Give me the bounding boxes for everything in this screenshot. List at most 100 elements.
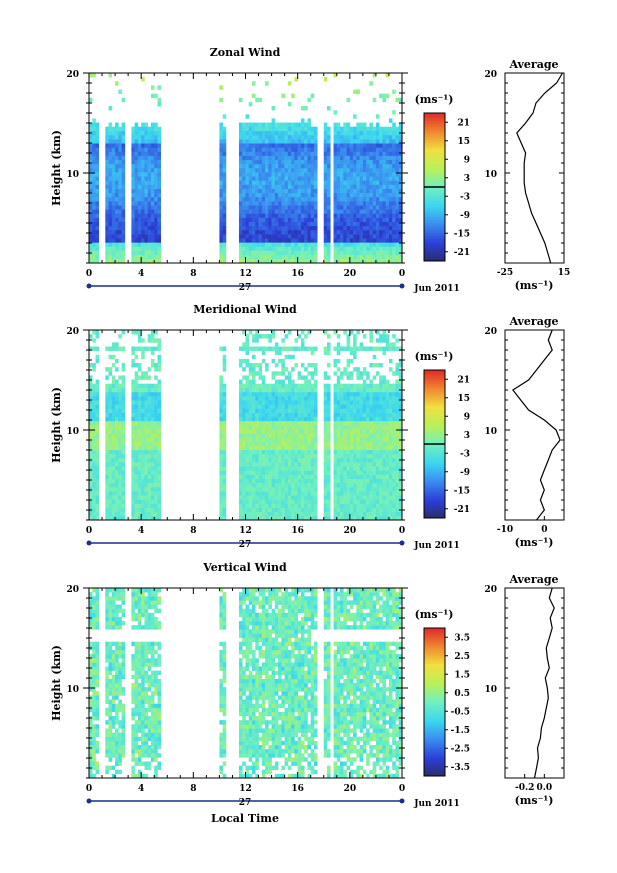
heatmap-cell — [346, 449, 351, 455]
heatmap-cell — [154, 217, 158, 222]
heatmap-cell — [141, 466, 145, 471]
heatmap-cell — [134, 254, 139, 260]
heatmap-cell — [252, 445, 256, 451]
heatmap-cell — [333, 188, 338, 194]
heatmap-cell — [313, 258, 318, 264]
heatmap-cell — [294, 433, 298, 438]
heatmap-cell — [291, 143, 295, 148]
heatmap-cell — [300, 507, 305, 513]
heatmap-cell — [245, 205, 250, 210]
heatmap-cell — [323, 180, 328, 185]
heatmap-cell — [281, 391, 285, 397]
heatmap-cell — [147, 246, 152, 251]
heatmap-cell — [154, 511, 158, 517]
heatmap-cell — [323, 246, 328, 251]
heatmap-cell — [287, 221, 292, 227]
heatmap-cell — [271, 334, 276, 339]
heatmap-cell — [134, 225, 139, 231]
heatmap-cell — [141, 396, 145, 401]
heatmap-cell — [382, 495, 386, 500]
heatmap-cell — [268, 250, 272, 256]
heatmap-cell — [258, 462, 263, 467]
heatmap-cell — [271, 400, 276, 405]
heatmap-cell — [261, 172, 266, 177]
heatmap-cell — [372, 97, 377, 103]
heatmap-cell — [157, 482, 162, 488]
heatmap-cell — [349, 180, 354, 185]
heatmap-cell — [333, 180, 338, 185]
heatmap-cell — [398, 159, 403, 165]
heatmap-cell — [150, 486, 155, 492]
colorbar-step — [424, 147, 445, 150]
heatmap-cell — [297, 478, 302, 484]
heatmap-cell — [343, 429, 347, 434]
heatmap-cell — [105, 515, 109, 521]
heatmap-cell — [219, 188, 223, 194]
heatmap-cell — [310, 466, 315, 471]
heatmap-cell — [268, 346, 272, 351]
heatmap-cell — [287, 217, 292, 222]
heatmap-cell — [261, 130, 266, 136]
heatmap-cell — [307, 126, 312, 132]
heatmap-cell — [366, 486, 370, 492]
heatmap-cell — [281, 396, 285, 401]
heatmap-cell — [271, 180, 276, 185]
heatmap-cell — [248, 416, 253, 422]
heatmap-cell — [382, 205, 386, 210]
heatmap-cell — [366, 503, 370, 508]
heatmap-cell — [375, 126, 380, 132]
heatmap-cell — [248, 445, 253, 451]
heatmap-cell — [388, 180, 393, 185]
heatmap-cell — [297, 412, 302, 418]
heatmap-cell — [398, 229, 403, 235]
heatmap-cell — [141, 213, 145, 218]
heatmap-cell — [121, 258, 126, 264]
heatmap-cell — [343, 188, 347, 194]
heatmap-cell — [343, 466, 347, 471]
heatmap-cell — [137, 330, 142, 335]
heatmap-cell — [261, 188, 266, 194]
heatmap-cell — [238, 408, 243, 413]
heatmap-cell — [274, 139, 279, 144]
heatmap-cell — [242, 188, 246, 194]
heatmap-cell — [248, 412, 253, 418]
heatmap-cell — [369, 147, 373, 152]
heatmap-cell — [111, 134, 116, 140]
heatmap-cell — [356, 205, 360, 210]
heatmap-cell — [134, 379, 139, 384]
heatmap-cell — [245, 404, 250, 409]
heatmap-cell — [118, 453, 122, 459]
heatmap-cell — [105, 404, 109, 409]
heatmap-cell — [333, 466, 338, 471]
heatmap-cell — [284, 188, 289, 194]
heatmap-cell — [323, 238, 328, 243]
heatmap-cell — [366, 416, 370, 422]
heatmap-cell — [278, 346, 282, 351]
heatmap-cell — [395, 168, 400, 173]
heatmap-cell — [372, 391, 377, 397]
colorbar-step — [424, 229, 445, 232]
heatmap-cell — [369, 163, 373, 169]
heatmap-cell — [157, 101, 162, 107]
heatmap-cell — [134, 499, 139, 504]
heatmap-cell — [134, 396, 139, 401]
heatmap-cell — [349, 134, 354, 140]
heatmap-cell — [219, 449, 223, 455]
panel-title: Zonal Wind — [210, 46, 281, 59]
heatmap-cell — [284, 229, 289, 235]
heatmap-cell — [95, 354, 100, 360]
heatmap-cell — [150, 126, 155, 132]
heatmap-cell — [121, 408, 126, 413]
heatmap-cell — [137, 478, 142, 484]
heatmap-cell — [392, 238, 396, 243]
heatmap-cell — [141, 188, 145, 194]
heatmap-cell — [313, 229, 318, 235]
colorbar-step — [424, 233, 445, 236]
heatmap-cell — [278, 420, 282, 426]
heatmap-cell — [92, 511, 96, 517]
heatmap-cell — [307, 437, 312, 442]
heatmap-cell — [150, 458, 155, 463]
heatmap-cell — [150, 491, 155, 496]
heatmap-cell — [121, 458, 126, 463]
heatmap-cell — [121, 151, 126, 156]
